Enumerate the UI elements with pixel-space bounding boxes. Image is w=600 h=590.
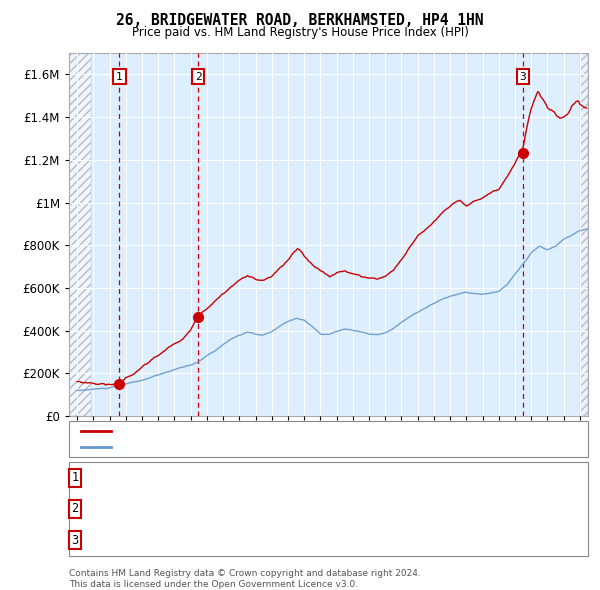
- Text: 2: 2: [71, 502, 79, 516]
- Text: This data is licensed under the Open Government Licence v3.0.: This data is licensed under the Open Gov…: [69, 580, 358, 589]
- Text: HPI: Average price, detached house, Dacorum: HPI: Average price, detached house, Daco…: [117, 442, 386, 453]
- Text: 2: 2: [195, 71, 202, 81]
- Text: £148,000: £148,000: [231, 471, 288, 484]
- Text: 44% ↑ HPI: 44% ↑ HPI: [345, 502, 409, 516]
- Text: 3: 3: [520, 71, 526, 81]
- Text: £465,000: £465,000: [231, 502, 288, 516]
- Bar: [69, 53, 91, 416]
- Bar: [69, 53, 91, 416]
- Bar: [580, 53, 588, 416]
- Text: Contains HM Land Registry data © Crown copyright and database right 2024.: Contains HM Land Registry data © Crown c…: [69, 569, 421, 578]
- Text: Price paid vs. HM Land Registry's House Price Index (HPI): Price paid vs. HM Land Registry's House …: [131, 26, 469, 39]
- Text: £1,230,000: £1,230,000: [231, 533, 302, 547]
- Text: 26, BRIDGEWATER ROAD, BERKHAMSTED, HP4 1HN: 26, BRIDGEWATER ROAD, BERKHAMSTED, HP4 1…: [116, 13, 484, 28]
- Text: 1: 1: [116, 71, 123, 81]
- Text: 1: 1: [71, 471, 79, 484]
- Text: 22-JUN-2001: 22-JUN-2001: [111, 502, 190, 516]
- Text: 26, BRIDGEWATER ROAD, BERKHAMSTED, HP4 1HN (detached house): 26, BRIDGEWATER ROAD, BERKHAMSTED, HP4 1…: [117, 425, 486, 435]
- Text: 10% ↓ HPI: 10% ↓ HPI: [345, 471, 409, 484]
- Text: 43% ↑ HPI: 43% ↑ HPI: [345, 533, 409, 547]
- Text: 09-AUG-1996: 09-AUG-1996: [111, 471, 190, 484]
- Bar: [580, 53, 588, 416]
- Text: 29-JUN-2021: 29-JUN-2021: [111, 533, 190, 547]
- Text: 3: 3: [71, 533, 79, 547]
